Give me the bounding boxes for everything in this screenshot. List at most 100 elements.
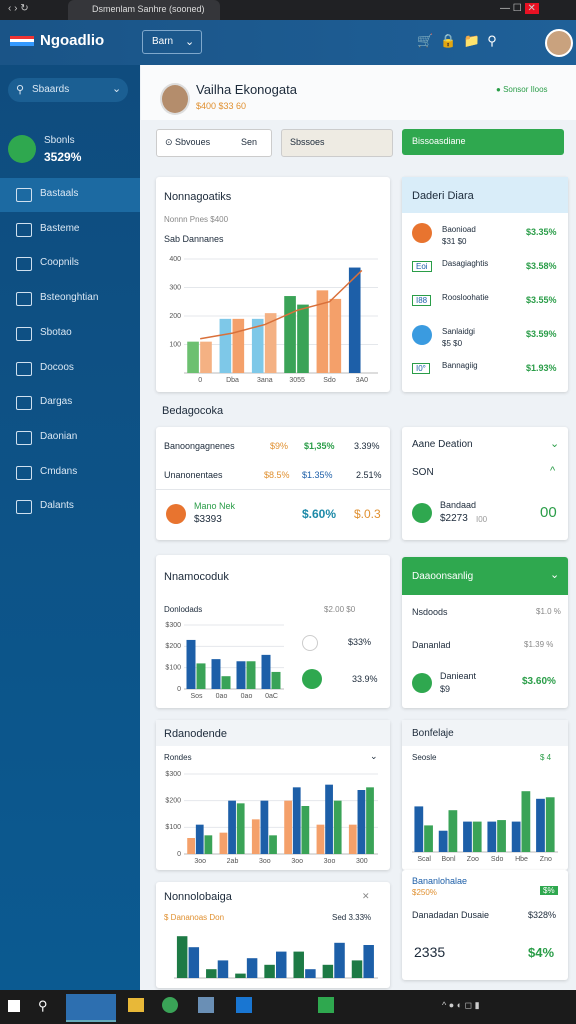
- x-tick-label: Sos: [190, 693, 203, 700]
- bar: [236, 661, 246, 689]
- menu-item[interactable]: Dargas: [40, 396, 73, 408]
- menu-icon: [16, 222, 32, 237]
- bar: [325, 784, 333, 854]
- taskbar-app[interactable]: [236, 997, 252, 1013]
- chart: Scal Bonl Zoo Sdo Hbe Zno: [412, 791, 558, 863]
- search-button[interactable]: ⚲: [38, 998, 48, 1013]
- menu-item[interactable]: Sbotao: [40, 326, 72, 338]
- row-tag: Eoi: [412, 261, 432, 272]
- taskbar-app[interactable]: [162, 997, 178, 1013]
- card-title: Daderi Diara: [412, 190, 474, 202]
- start-button[interactable]: [8, 1000, 20, 1012]
- row-label: Nsdoods: [412, 607, 448, 617]
- filter-button[interactable]: Bissoasdiane: [402, 129, 564, 155]
- bar: [293, 951, 304, 978]
- taskbar-app[interactable]: [66, 994, 116, 1022]
- search-box[interactable]: ⚲ Sbaards ⌄: [8, 78, 128, 102]
- menu-item[interactable]: Basteme: [40, 222, 80, 234]
- card-title: Bananlohalae: [412, 876, 468, 886]
- x-tick-label: 3A0: [356, 377, 369, 384]
- row-label: Dasagiaghtis: [442, 259, 489, 268]
- chart: 0 $100 $200 $300 3oo 2ab 3oo 3oo 3oo 300: [165, 771, 378, 865]
- bar: [414, 806, 424, 852]
- row-value: $3.58%: [526, 261, 557, 271]
- divider: [156, 489, 390, 490]
- bar: [186, 639, 196, 689]
- x-tick-label: 300: [356, 858, 368, 865]
- menu-item[interactable]: Cmdans: [40, 465, 78, 477]
- tab[interactable]: [68, 0, 220, 20]
- x-tick-label: 3oo: [259, 858, 271, 865]
- taskbar-app[interactable]: [318, 997, 334, 1013]
- bar: [211, 659, 221, 689]
- x-tick-label: 3oo: [324, 858, 336, 865]
- menu-item[interactable]: Bastaals: [40, 188, 79, 199]
- x-tick-label: 0aC: [265, 693, 278, 700]
- taskbar-app[interactable]: [128, 998, 144, 1012]
- filter[interactable]: ⊙ Sbvoues Sen: [156, 129, 272, 157]
- chevron[interactable]: ⌄: [550, 438, 560, 450]
- menu-icon: [16, 430, 32, 445]
- chevron[interactable]: ⌄: [550, 569, 560, 581]
- bar: [284, 800, 292, 854]
- row-label: Roosloohatie: [442, 293, 489, 302]
- row-sub: $5 $0: [442, 339, 463, 348]
- bar: [232, 318, 245, 373]
- feature-big: 00: [540, 504, 557, 521]
- feature-value: $2273: [440, 513, 468, 524]
- bar: [246, 958, 258, 978]
- close[interactable]: ✕: [362, 891, 370, 901]
- avatar[interactable]: [545, 29, 573, 57]
- bar: [235, 973, 246, 978]
- icon: [302, 669, 322, 689]
- window-controls[interactable]: — ☐ ✕: [500, 3, 539, 14]
- icon: [302, 635, 318, 651]
- row-value: $3.59%: [526, 329, 557, 339]
- profile-name: Vailha Ekonogata: [196, 82, 297, 97]
- menu-item[interactable]: Docoos: [40, 361, 74, 373]
- row-label: Bannagiig: [442, 361, 478, 370]
- chevron[interactable]: ^: [550, 465, 556, 477]
- bar: [511, 821, 521, 852]
- card: Rdanodende Rondes ⌄ 0 $100 $200 $300 3oo 2ab 3…: [156, 720, 390, 870]
- card: Nonnagoatiks Nonnn Pnes $400 Sab Dannane…: [156, 177, 390, 392]
- chevron: ⌄: [112, 83, 122, 95]
- chevron[interactable]: ⌄: [370, 751, 378, 761]
- card-title: Nonnagoatiks: [164, 191, 232, 203]
- bar: [219, 318, 232, 373]
- x-tick-label: 0ao: [216, 693, 228, 700]
- taskbar-app[interactable]: [198, 997, 214, 1013]
- logo[interactable]: Ngoadlio: [40, 32, 105, 49]
- tab-title: Dsmenlam Sanhre (sooned): [92, 4, 205, 14]
- y-tick-label: $300: [165, 771, 181, 778]
- x-tick-label: 0ao: [241, 693, 253, 700]
- menu-item[interactable]: Bsteonghtian: [40, 292, 99, 304]
- card-right: $ 4: [540, 753, 552, 762]
- menu-item[interactable]: Daonian: [40, 430, 78, 442]
- bar: [221, 676, 231, 689]
- row-label: Danadadan Dusaie: [412, 910, 490, 920]
- card-header: [156, 720, 390, 746]
- bar: [187, 341, 199, 373]
- nav-icons[interactable]: ‹ › ↻: [8, 3, 29, 14]
- profile-bar: Vailha Ekonogata $400 $33 60 ● Sonsor Il…: [141, 65, 576, 120]
- menu-item[interactable]: Coopnils: [40, 257, 79, 269]
- card: Nnamocoduk Donlodads $2.00 $0 0 $100 $200 $…: [156, 555, 390, 708]
- dropdown[interactable]: Barn ⌄: [142, 30, 202, 54]
- card-subtitle: Nonnn Pnes $400: [164, 215, 229, 224]
- menu-icon: [16, 396, 32, 411]
- filter[interactable]: Sbssoes: [281, 129, 393, 157]
- bar: [334, 942, 345, 978]
- x-tick-label: 3055: [289, 377, 305, 384]
- header-icons[interactable]: 🛒 🔒 📁 ⚲: [417, 33, 497, 48]
- bar: [333, 800, 342, 854]
- bar: [264, 964, 275, 978]
- menu-icon: [16, 465, 32, 480]
- tray[interactable]: ^ ● ◐ ◻ ▮: [442, 1000, 480, 1010]
- bar: [206, 969, 217, 978]
- menu-icon: [16, 500, 32, 515]
- row-value: $328%: [528, 910, 557, 920]
- menu-item[interactable]: Dalants: [40, 500, 74, 512]
- filter-text: Sbssoes: [290, 137, 325, 147]
- row-c: 2.51%: [356, 470, 382, 480]
